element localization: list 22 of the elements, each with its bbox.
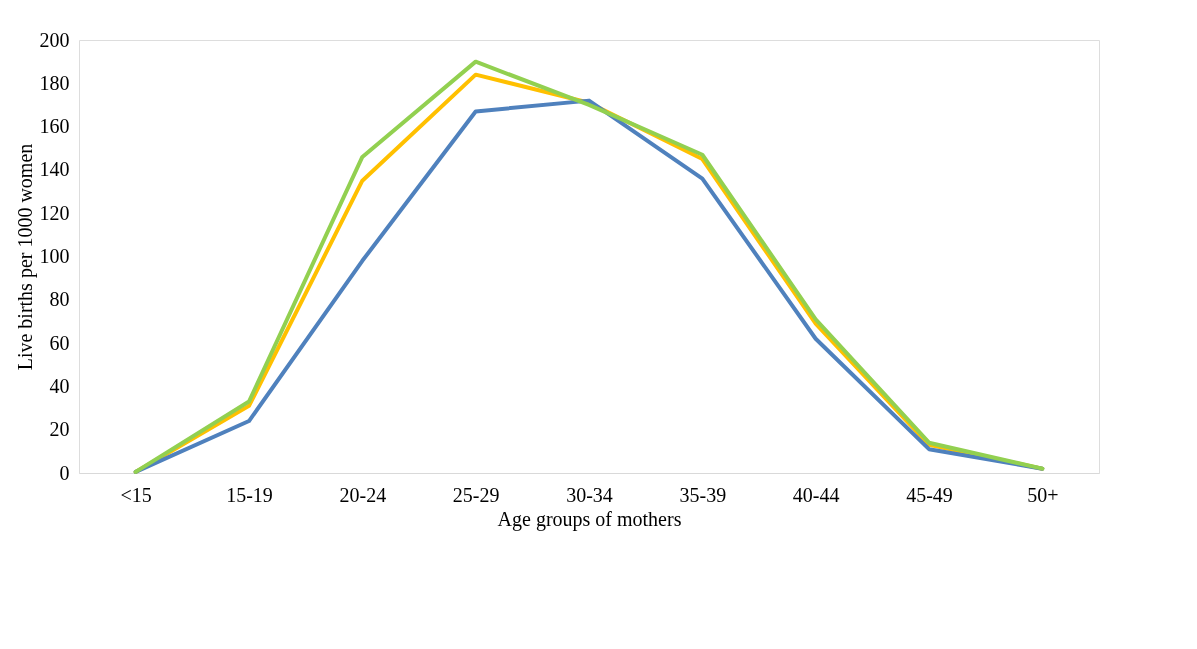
y-tick-label: 160 <box>39 115 70 138</box>
x-tick-label: 40-44 <box>792 483 840 506</box>
y-tick-label: 200 <box>39 28 70 51</box>
y-tick-label: 80 <box>49 288 70 311</box>
y-tick-label: 0 <box>59 461 70 484</box>
x-tick-label: 50+ <box>1027 483 1059 506</box>
y-tick-label: 60 <box>49 331 70 354</box>
x-tick-label: 20-24 <box>339 483 387 506</box>
y-tick-label: 40 <box>49 374 70 397</box>
x-axis-title: Age groups of mothers <box>497 507 682 531</box>
x-tick-label: 45-49 <box>906 483 953 506</box>
x-tick-label: 35-39 <box>679 483 727 506</box>
y-tick-label: 180 <box>39 71 70 94</box>
x-tick-label: 25-29 <box>452 483 500 506</box>
y-axis-title: Live births per 1000 women <box>13 143 37 371</box>
x-tick-label: <15 <box>120 483 152 506</box>
x-tick-label: 15-19 <box>226 483 273 506</box>
y-tick-label: 20 <box>49 418 70 441</box>
y-tick-label: 140 <box>39 158 70 181</box>
x-tick-label: 30-34 <box>566 483 613 506</box>
y-tick-label: 120 <box>39 201 70 224</box>
y-tick-label: 100 <box>39 245 70 267</box>
